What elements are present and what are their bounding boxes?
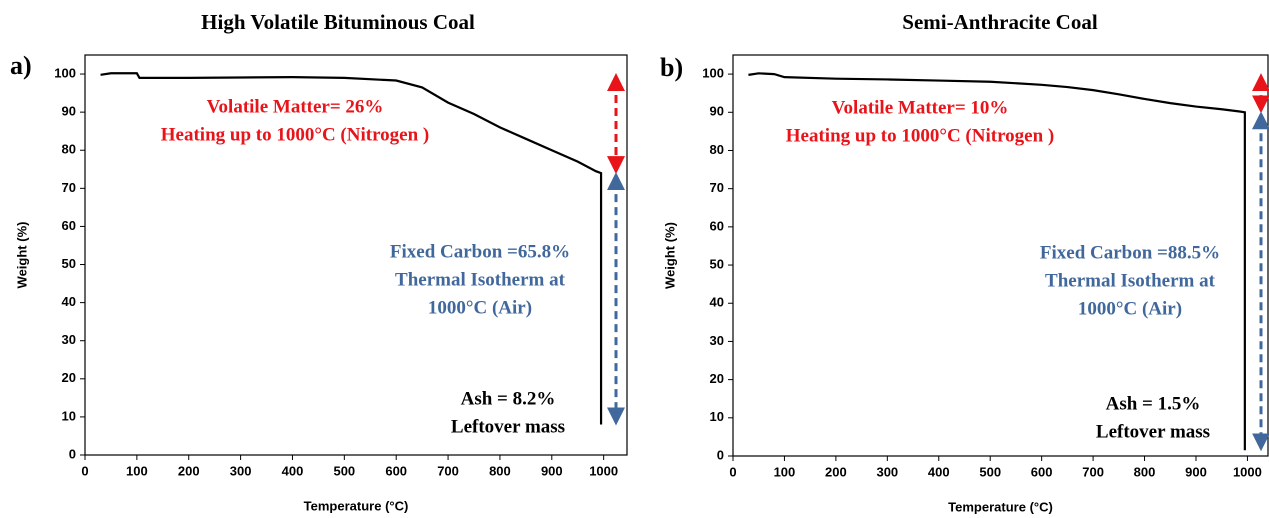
annotation: Fixed Carbon =88.5% [1040,242,1220,263]
y-tick-label: 10 [710,409,724,424]
weight-curve [748,72,1246,451]
chart-title: Semi-Anthracite Coal [902,10,1098,34]
annotation: Leftover mass [451,416,565,437]
y-axis-label: Weight (%) [14,222,29,289]
y-tick-label: 0 [717,447,724,462]
x-tick-label: 500 [979,464,1001,479]
x-axis-label: Temperature (°C) [948,499,1053,514]
y-tick-label: 70 [62,180,76,195]
x-axis-label: Temperature (°C) [304,498,409,513]
x-tick-label: 900 [541,463,563,478]
y-tick-label: 60 [710,218,724,233]
y-tick-label: 30 [62,332,76,347]
y-tick-label: 80 [710,142,724,157]
panel-label: a) [10,51,32,80]
x-tick-label: 400 [928,464,950,479]
annotation: Heating up to 1000°C (Nitrogen ) [786,125,1055,146]
y-tick-label: 80 [62,142,76,157]
plot-frame [84,54,628,456]
x-tick-label: 200 [825,464,847,479]
chart-title: High Volatile Bituminous Coal [201,10,475,34]
x-tick-label: 300 [876,464,898,479]
y-tick-label: 100 [54,65,76,80]
annotation: Heating up to 1000°C (Nitrogen ) [161,124,430,145]
y-tick-label: 100 [702,66,724,81]
panel-label: b) [660,53,683,82]
annotation: Ash = 1.5% [1106,393,1201,414]
x-tick-label: 200 [178,463,200,478]
y-tick-label: 40 [62,294,76,309]
y-tick-label: 20 [710,371,724,386]
y-tick-label: 90 [62,104,76,119]
x-tick-label: 1000 [1233,464,1262,479]
x-tick-label: 1000 [589,463,618,478]
annotation: Volatile Matter= 10% [832,97,1009,118]
x-tick-label: 800 [1134,464,1156,479]
y-tick-label: 50 [62,256,76,271]
x-tick-label: 300 [230,463,252,478]
x-tick-label: 600 [1031,464,1053,479]
y-tick-label: 50 [710,256,724,271]
x-tick-label: 700 [437,463,459,478]
annotation: Thermal Isotherm at [395,269,566,290]
y-tick-label: 0 [69,446,76,461]
x-tick-label: 600 [385,463,407,478]
y-tick-label: 40 [710,295,724,310]
annotation: Thermal Isotherm at [1045,270,1216,291]
x-tick-label: 500 [333,463,355,478]
x-tick-label: 800 [489,463,511,478]
y-tick-label: 60 [62,218,76,233]
weight-curve [100,72,603,425]
annotation: Ash = 8.2% [461,388,556,409]
y-tick-label: 90 [710,104,724,119]
y-tick-label: 30 [710,333,724,348]
annotation: 1000°C (Air) [428,297,532,318]
annotation: Fixed Carbon =65.8% [390,241,570,262]
x-tick-label: 900 [1185,464,1207,479]
x-tick-label: 100 [774,464,796,479]
x-tick-label: 0 [81,463,88,478]
annotation: Volatile Matter= 26% [207,96,384,117]
x-tick-label: 100 [126,463,148,478]
y-tick-label: 70 [710,180,724,195]
y-axis-label: Weight (%) [662,222,677,289]
annotation: Leftover mass [1096,421,1210,442]
x-tick-label: 700 [1082,464,1104,479]
y-tick-label: 10 [62,408,76,423]
x-tick-label: 0 [729,464,736,479]
annotation: 1000°C (Air) [1078,298,1182,319]
y-tick-label: 20 [62,370,76,385]
x-tick-label: 400 [282,463,304,478]
